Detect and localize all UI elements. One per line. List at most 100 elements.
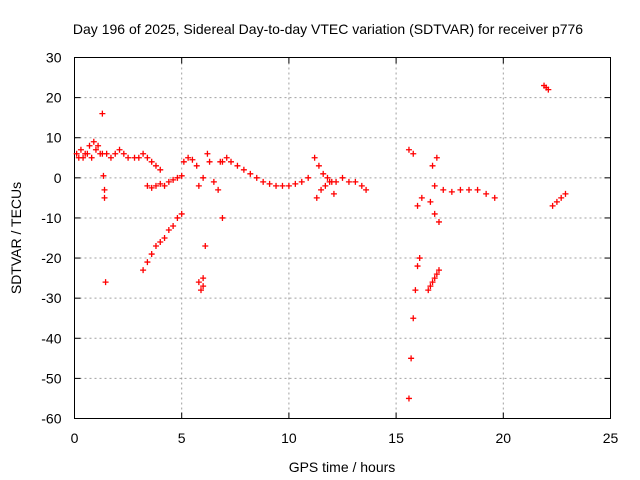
series-arc-18h-flat (431, 182, 498, 201)
data-point (266, 180, 273, 187)
x-tick-label: 25 (603, 430, 619, 446)
data-point (152, 162, 159, 169)
data-point (152, 243, 159, 250)
data-point (474, 186, 481, 193)
data-point (102, 279, 109, 286)
data-point (144, 182, 151, 189)
data-point (410, 150, 417, 157)
data-point (240, 166, 247, 173)
data-point (140, 150, 147, 157)
data-point (322, 182, 329, 189)
data-point (148, 251, 155, 258)
data-point (326, 178, 333, 185)
data-point (202, 243, 209, 250)
data-point (414, 263, 421, 270)
data-point (405, 395, 412, 402)
data-point (99, 110, 106, 117)
data-point (433, 271, 440, 278)
data-point (197, 287, 204, 294)
y-axis-label: SDTVAR / TECUs (8, 182, 24, 294)
data-point (103, 150, 110, 157)
data-point (324, 174, 331, 181)
x-axis-label: GPS time / hours (289, 459, 396, 475)
data-point (219, 158, 226, 165)
data-point (435, 267, 442, 274)
data-point (210, 178, 217, 185)
data-point (125, 154, 132, 161)
data-point (107, 154, 114, 161)
data-point (140, 267, 147, 274)
y-tick-label: 0 (54, 170, 62, 186)
data-point (435, 218, 442, 225)
data-point (144, 154, 151, 161)
data-point (116, 146, 123, 153)
data-point (148, 158, 155, 165)
data-point (120, 150, 127, 157)
data-point (195, 182, 202, 189)
series-arc-outliers-1 (99, 110, 109, 286)
data-point (161, 235, 168, 241)
data-point (228, 158, 235, 165)
data-point (431, 182, 438, 189)
data-point (339, 174, 346, 181)
data-point (313, 194, 320, 201)
data-point (363, 186, 370, 193)
plot-frame (74, 57, 611, 419)
data-point (549, 202, 556, 209)
data-point (170, 176, 177, 183)
data-point (427, 283, 434, 290)
data-point (206, 158, 213, 165)
data-point (195, 279, 202, 286)
data-point (165, 178, 172, 185)
series-arc-early-high (73, 138, 164, 173)
data-point (320, 170, 327, 177)
data-point (465, 186, 472, 193)
data-point (408, 355, 415, 362)
series-arc-rise-1 (140, 210, 185, 274)
data-point (311, 154, 318, 161)
y-tick-label: -30 (41, 290, 61, 306)
data-point (414, 202, 421, 209)
data-point (429, 279, 436, 286)
series-arc-22h (541, 82, 552, 93)
data-point (448, 188, 455, 195)
data-point (433, 154, 440, 161)
data-point (200, 283, 207, 290)
data-point (200, 275, 207, 282)
data-point (193, 162, 200, 169)
data-point (285, 182, 292, 189)
data-point (260, 178, 267, 185)
data-point (112, 150, 119, 157)
data-point (174, 174, 181, 181)
data-point (253, 174, 260, 181)
data-point (431, 275, 438, 282)
y-tick-label: 30 (46, 50, 62, 66)
grid (74, 57, 611, 419)
data-point (318, 186, 325, 193)
data-point (333, 178, 340, 185)
data-point (144, 259, 151, 266)
data-point (95, 142, 102, 149)
series-arc-17h-mid (427, 154, 442, 225)
series-arc-early-low (75, 146, 104, 161)
data-point (562, 190, 569, 197)
data-point (90, 138, 97, 145)
y-tick-label: 20 (46, 90, 62, 106)
series-arc-22h-rise (549, 190, 569, 209)
x-tick-label: 5 (178, 430, 186, 446)
data-point (315, 162, 322, 169)
data-point (429, 162, 436, 169)
data-point (170, 222, 177, 229)
data-point (161, 182, 168, 189)
series-arc-11h-dip (313, 178, 337, 201)
y-tick-label: 10 (46, 130, 62, 146)
x-tick-label: 20 (496, 430, 512, 446)
data-point (545, 86, 552, 93)
data-point (416, 255, 423, 262)
data-point (352, 178, 359, 185)
data-point (412, 287, 419, 294)
data-point (418, 194, 425, 201)
data-point (298, 178, 305, 185)
data-points (73, 82, 569, 402)
